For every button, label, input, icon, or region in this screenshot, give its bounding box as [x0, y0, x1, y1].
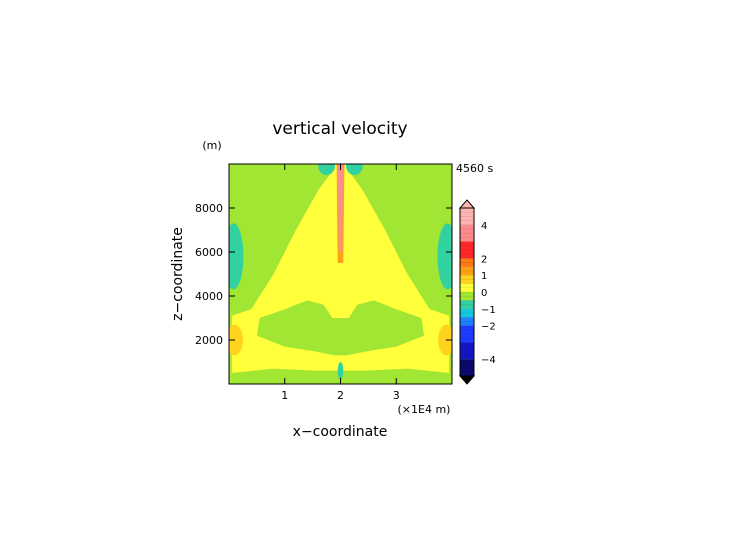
right-downdraft-lobe	[437, 223, 452, 290]
colorbar-level	[460, 241, 474, 259]
chart-title: vertical velocity	[272, 119, 407, 139]
x-axis-label: x−coordinate	[293, 424, 388, 440]
colorbar-tick-label: −1	[481, 305, 496, 316]
y-ticks: 2000 4000 6000 8000	[195, 202, 452, 347]
colorbar-tick-label: −2	[481, 322, 496, 333]
top-left-lobe	[318, 164, 335, 175]
plume-core	[337, 164, 344, 252]
y-tick-label: 8000	[195, 202, 223, 215]
top-right-lobe	[346, 164, 363, 175]
colorbar-level	[460, 317, 474, 326]
colorbar-max-arrow	[458, 199, 476, 209]
y-tick-label: 4000	[195, 290, 223, 303]
colorbar-min-arrow	[458, 375, 476, 385]
colorbar-level	[460, 359, 474, 376]
x-unit-label: (×1E4 m)	[398, 403, 451, 416]
y-tick-label: 2000	[195, 334, 223, 347]
left-downdraft-lobe	[229, 223, 244, 290]
x-tick-label: 3	[393, 389, 400, 402]
time-label: 4560 s	[456, 162, 493, 175]
y-axis-label: z−coordinate	[170, 227, 186, 321]
colorbar-level	[460, 292, 474, 301]
colorbar-level	[460, 275, 474, 284]
colorbar-tick-label: 4	[481, 221, 487, 232]
right-warm-patch	[438, 324, 452, 356]
plume-base-lobe	[337, 362, 344, 380]
y-tick-label: 6000	[195, 246, 223, 259]
colorbar-level	[460, 266, 474, 276]
x-ticks: 1 2 3	[281, 164, 400, 402]
colorbar-level	[460, 308, 474, 318]
colorbar-level	[460, 208, 474, 225]
colorbar-tick-label: 2	[481, 254, 487, 265]
left-warm-patch	[229, 324, 243, 356]
x-tick-label: 2	[337, 389, 344, 402]
colorbar-tick-label: −4	[481, 355, 496, 366]
colorbar-level	[460, 325, 474, 343]
y-unit-label: (m)	[202, 139, 221, 152]
velocity-field	[229, 164, 452, 384]
colorbar-level	[460, 258, 474, 267]
colorbar-tick-label: 1	[481, 271, 487, 282]
colorbar-level	[460, 342, 474, 360]
colorbar-level	[460, 300, 474, 309]
colorbar-tick-label: 0	[481, 288, 487, 299]
colorbar-level	[460, 283, 474, 292]
x-tick-label: 1	[281, 389, 288, 402]
colorbar-level	[460, 224, 474, 242]
colorbar: 4 2 1 0 −1 −2 −4	[458, 199, 496, 385]
lower-green-plate	[256, 300, 425, 356]
